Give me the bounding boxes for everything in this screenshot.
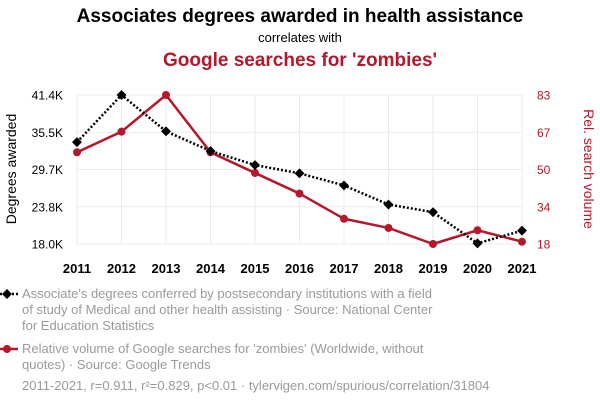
legend-2-line-1: Relative volume of Google searches for '… [22, 341, 424, 356]
series-2-point [340, 214, 348, 223]
series-1-point [205, 146, 216, 156]
series-2-point [251, 168, 259, 177]
legend-marker-circle [3, 345, 11, 353]
x-tick-label: 2013 [152, 261, 181, 276]
chart-title-2: Google searches for 'zombies' [163, 50, 437, 71]
series-1-point [472, 238, 483, 249]
x-tick-label: 2019 [419, 261, 448, 276]
y-tick-label-left: 23.8K [32, 200, 63, 214]
axis-ticks: 18.0K 18 23.8K 34 29.7K 50 35.5K 67 41.4K 83 2011 2… [32, 89, 551, 277]
chart-footer: 2011-2021, r=0.911, r²=0.829, p<0.01 · t… [22, 378, 489, 393]
legend-1-line-1: Associate's degrees conferred by postsec… [22, 286, 432, 301]
legend-item-series-1: Associate's degrees conferred by postsec… [0, 286, 436, 333]
legend-label-series-2: Relative volume of Google searches for '… [22, 341, 427, 372]
y-tick-label-left: 29.7K [32, 163, 63, 177]
y-tick-label-left: 18.0K [32, 238, 63, 252]
series-1-point [116, 90, 127, 100]
series-2-point [473, 226, 482, 235]
x-tick-label: 2016 [285, 261, 314, 276]
series-2-point [384, 223, 393, 232]
y-tick-label-right: 34 [537, 200, 551, 214]
series-1-line [76, 93, 523, 245]
series-1-point [428, 207, 438, 218]
legend-1-line-3: for Education Statistics [22, 318, 155, 333]
series-1-point [383, 199, 394, 210]
y-axis-label-right: Rel. search volume [581, 109, 597, 229]
y-tick-label-left: 35.5K [32, 126, 63, 140]
grid-lines [76, 94, 523, 245]
y-tick-label-right: 67 [537, 126, 551, 140]
x-tick-label: 2015 [241, 261, 270, 276]
series-1-point [72, 137, 82, 148]
legend-marker-diamond [2, 289, 12, 299]
series-lines [72, 90, 527, 249]
series-1-point [294, 168, 305, 179]
x-tick-label: 2021 [508, 261, 537, 276]
legend-1-line-2: of study of Medical and other health ass… [22, 302, 433, 317]
x-tick-label: 2020 [463, 261, 492, 276]
chart-title: Associates degrees awarded in health ass… [77, 6, 524, 27]
y-tick-label-left: 41.4K [32, 89, 63, 103]
y-axis-label-left: Degrees awarded [3, 114, 19, 225]
x-tick-label: 2011 [63, 261, 91, 276]
series-1-point [517, 225, 527, 236]
legend-label-series-1: Associate's degrees conferred by postsec… [22, 286, 436, 333]
series-1-point [339, 180, 349, 191]
series-2-point [117, 127, 126, 136]
y-tick-label-right: 83 [537, 89, 551, 103]
series-2-point [73, 148, 81, 157]
legend-2-line-2: quotes) · Source: Google Trends [22, 357, 211, 372]
x-tick-label: 2018 [374, 261, 403, 276]
y-tick-label-right: 18 [537, 238, 551, 252]
series-2-point [162, 91, 170, 99]
series-2-point [518, 237, 526, 246]
chart-subtitle: correlates with [258, 30, 342, 45]
x-tick-label: 2017 [330, 261, 359, 276]
series-1-point [250, 160, 260, 170]
legend-item-series-2: Relative volume of Google searches for '… [0, 341, 427, 372]
series-2-point [429, 240, 437, 248]
y-tick-label-right: 50 [537, 163, 551, 177]
x-tick-label: 2014 [196, 261, 226, 276]
series-2-point [295, 189, 304, 198]
x-tick-label: 2012 [107, 261, 136, 276]
